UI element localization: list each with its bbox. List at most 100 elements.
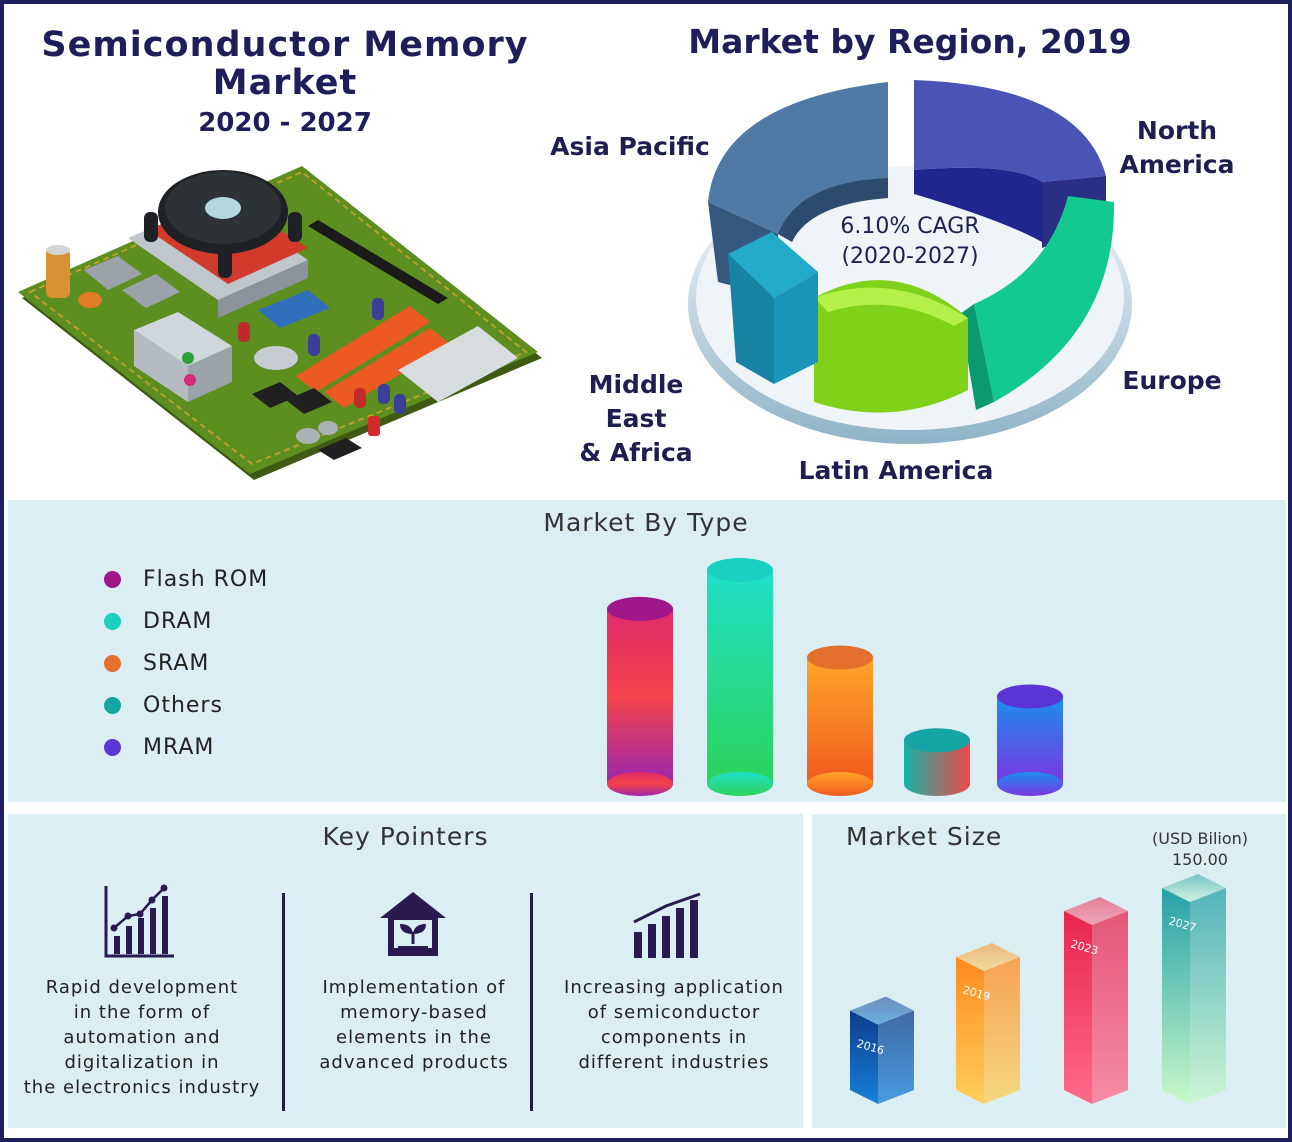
house-plant-icon — [380, 892, 446, 956]
cagr-value: 6.10% CAGR — [840, 214, 980, 239]
kp2-line: advanced products — [319, 1052, 509, 1073]
size-bar-2023: 2023 — [1064, 897, 1128, 1104]
cylinder-body — [707, 570, 773, 784]
legend-item-flash-rom: Flash ROM — [104, 558, 268, 600]
prism-left-face — [850, 1010, 878, 1104]
label-north-america-line-2: America — [1119, 150, 1235, 179]
label-mea-line-1: Middle East — [588, 370, 684, 433]
cylinder-top — [707, 558, 773, 582]
label-asia-pacific: Asia Pacific — [550, 132, 710, 161]
key-pointer-text-1: Rapid development in the form of automat… — [18, 975, 266, 1100]
kp1-line: automation and — [63, 1027, 221, 1048]
kp3-line: of semiconductor — [587, 1002, 761, 1023]
type-legend: Flash ROM DRAM SRAM Others MRAM — [104, 558, 268, 768]
type-cylinder-chart — [607, 558, 1063, 796]
prism-right-face — [878, 1010, 914, 1104]
kp3-line: Increasing application — [564, 977, 784, 998]
unit-label: (USD Bilion) — [1152, 829, 1248, 848]
region-chart-title: Market by Region, 2019 — [688, 22, 1132, 61]
legend-dot — [104, 570, 121, 588]
region-donut-chart — [688, 80, 1132, 444]
cagr-period: (2020-2027) — [841, 244, 979, 269]
label-middle-east-africa: Middle East & Africa — [556, 368, 716, 470]
size-bar-2016: 2016 — [850, 996, 914, 1104]
type-chart-title: Market By Type — [543, 508, 749, 537]
prism-top-face — [850, 996, 914, 1025]
kp3-line: components in — [600, 1027, 748, 1048]
cylinder-top — [904, 728, 970, 753]
label-europe: Europe — [1122, 366, 1222, 395]
legend-dot — [104, 696, 121, 714]
divider — [282, 893, 285, 1111]
legend-item-sram: SRAM — [104, 642, 268, 684]
donut-slice-europe — [960, 196, 1115, 410]
legend-label: MRAM — [143, 734, 215, 760]
label-mea-line-2: & Africa — [579, 438, 693, 467]
page-title: Semiconductor Memory Market — [40, 26, 530, 102]
prism-left-face — [956, 957, 984, 1104]
legend-label: Flash ROM — [143, 566, 269, 592]
legend-item-mram: MRAM — [104, 726, 268, 768]
cagr-label: 6.10% CAGR (2020-2027) — [810, 212, 1010, 272]
cylinder-top — [607, 596, 673, 621]
value-label-2027: 150.00 — [1172, 850, 1228, 869]
growth-chart-icon — [104, 884, 174, 958]
legend-item-others: Others — [104, 684, 268, 726]
size-bar-2027: 2027 — [1162, 874, 1226, 1104]
prism-top-face — [1064, 897, 1128, 925]
key-pointer-text-3: Increasing application of semiconductor … — [548, 975, 800, 1075]
cylinder-base — [607, 772, 673, 796]
cylinder-top — [807, 645, 873, 670]
cylinder-top — [997, 684, 1063, 709]
type-bar-sram — [807, 645, 873, 796]
market-size-unit: (USD Bilion) 150.00 — [1140, 828, 1260, 870]
size-bar-2019: 2019 — [956, 943, 1020, 1104]
type-bar-dram — [707, 558, 773, 796]
kp1-line: in the form of — [73, 1002, 211, 1023]
cylinder-body — [997, 696, 1063, 784]
donut-slice-middle-east-africa — [728, 232, 818, 384]
type-bar-flash-rom — [607, 596, 673, 796]
cylinder-base — [904, 772, 970, 796]
cylinder-base — [997, 772, 1063, 796]
legend-label: Others — [143, 692, 223, 718]
prism-right-face — [1092, 911, 1128, 1104]
prism-right-face — [1190, 888, 1226, 1104]
motherboard-illustration — [18, 166, 542, 480]
kp2-line: Implementation of — [322, 977, 506, 998]
title-line-2: Market — [212, 63, 358, 103]
kp1-line: Rapid development — [45, 977, 239, 998]
kp2-line: memory-based — [340, 1002, 488, 1023]
cylinder-body — [807, 657, 873, 784]
donut-slice-latin-america — [814, 280, 968, 413]
prism-left-face — [1064, 911, 1092, 1104]
kp1-line: the electronics industry — [23, 1077, 261, 1098]
legend-label: DRAM — [143, 608, 213, 634]
kp3-line: different industries — [578, 1052, 770, 1073]
label-latin-america: Latin America — [798, 456, 994, 485]
legend-dot — [104, 738, 121, 756]
prism-right-face — [984, 957, 1020, 1104]
type-bar-others — [904, 728, 970, 796]
legend-label: SRAM — [143, 650, 210, 676]
legend-item-dram: DRAM — [104, 600, 268, 642]
market-size-chart: 2016 2019 2023 2027 — [850, 874, 1226, 1104]
legend-dot — [104, 612, 121, 630]
prism-top-face — [1162, 874, 1226, 902]
title-line-1: Semiconductor Memory — [41, 25, 529, 65]
label-north-america: North America — [1112, 114, 1242, 182]
market-size-title: Market Size — [846, 822, 1003, 851]
kp2-line: elements in the — [336, 1027, 492, 1048]
kp1-line: digitalization in — [64, 1052, 220, 1073]
prism-left-face — [1162, 888, 1190, 1104]
cylinder-base — [807, 772, 873, 796]
label-north-america-line-1: North — [1136, 116, 1218, 145]
type-bar-mram — [997, 684, 1063, 796]
divider — [530, 893, 533, 1111]
legend-dot — [104, 654, 121, 672]
title-years: 2020 - 2027 — [198, 108, 372, 138]
key-pointer-text-2: Implementation of memory-based elements … — [300, 975, 528, 1075]
bar-chart-icon — [633, 892, 701, 958]
prism-top-face — [956, 943, 1020, 971]
cylinder-body — [607, 608, 673, 784]
